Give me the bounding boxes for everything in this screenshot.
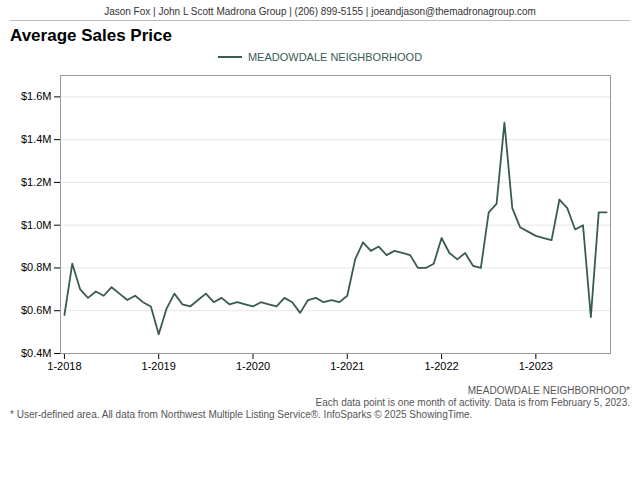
html-text:Jason Fox | John L Scott Madro: Jason Fox | John L Scott Madrona Group |… bbox=[104, 6, 536, 17]
svg-text:1-2022: 1-2022 bbox=[424, 360, 458, 372]
svg-text:1-2021: 1-2021 bbox=[330, 360, 364, 372]
svg-text:1-2018: 1-2018 bbox=[47, 360, 81, 372]
svg-text:$0.8M: $0.8M bbox=[21, 261, 52, 273]
svg-text:1-2020: 1-2020 bbox=[236, 360, 270, 372]
html-text:MEADOWDALE NEIGHBORHOOD: MEADOWDALE NEIGHBORHOOD bbox=[247, 51, 423, 63]
html-text:* User-defined area. All data: * User-defined area. All data from North… bbox=[10, 409, 473, 420]
svg-text:$0.4M: $0.4M bbox=[21, 347, 52, 359]
svg-text:$1.4M: $1.4M bbox=[21, 133, 52, 145]
html-text:MEADOWDALE NEIGHBORHOOD*: MEADOWDALE NEIGHBORHOOD* bbox=[467, 385, 630, 396]
html-text:Average Sales Price: Average Sales Price bbox=[10, 26, 172, 45]
svg-text:$1.2M: $1.2M bbox=[21, 176, 52, 188]
svg-text:$0.6M: $0.6M bbox=[21, 304, 52, 316]
svg-text:$1.6M: $1.6M bbox=[21, 90, 52, 102]
svg-text:$1.0M: $1.0M bbox=[21, 219, 52, 231]
html-text:Each data point is one month o: Each data point is one month of activity… bbox=[315, 397, 630, 408]
svg-text:1-2023: 1-2023 bbox=[519, 360, 553, 372]
svg-text:1-2019: 1-2019 bbox=[142, 360, 176, 372]
